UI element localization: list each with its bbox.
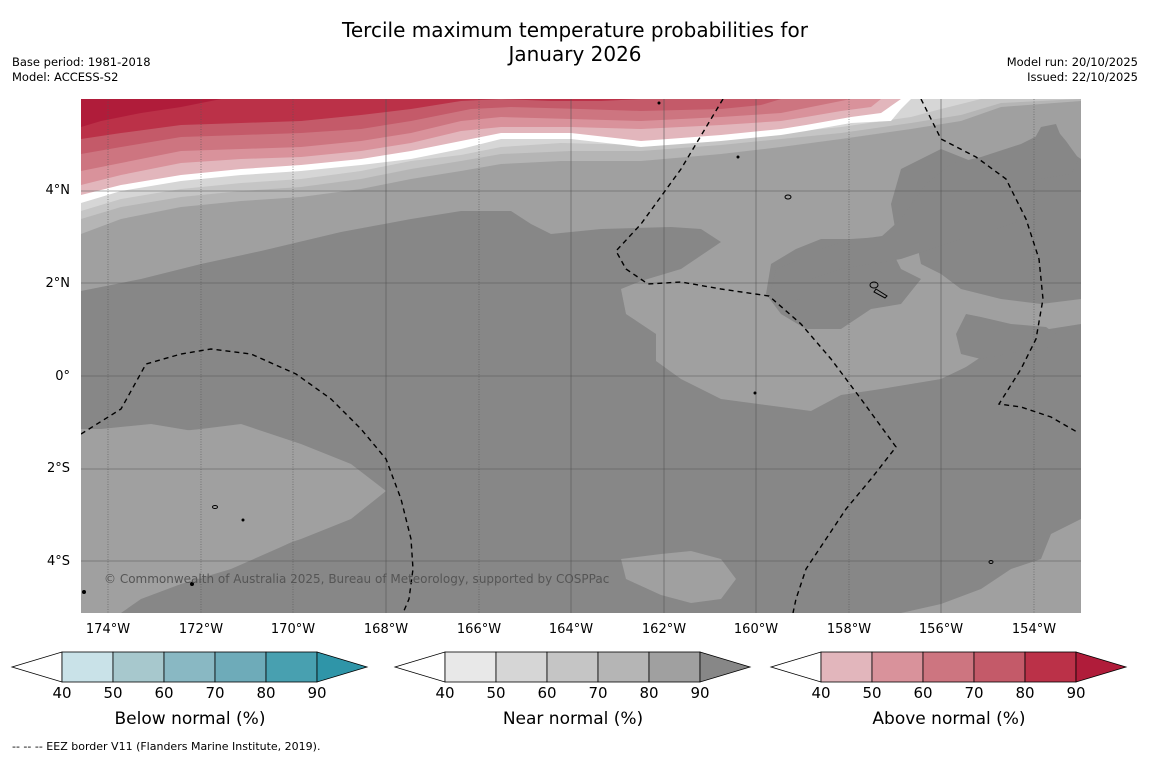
colorbar-tick-label: 90 xyxy=(690,684,710,702)
lon-label-154w: 154°W xyxy=(1011,622,1057,637)
colorbar-segment xyxy=(546,651,599,683)
lat-label-0: 0° xyxy=(55,369,70,384)
colorbar-above-normal xyxy=(769,651,1128,683)
colorbar-tick-label: 50 xyxy=(862,684,882,702)
colorbar-segment xyxy=(597,651,650,683)
colorbar-segment xyxy=(871,651,924,683)
colorbars xyxy=(10,651,1128,683)
colorbar-tick-label: 60 xyxy=(154,684,174,702)
eez-footer-note: -- -- -- EEZ border V11 (Flanders Marine… xyxy=(12,740,321,753)
colorbar-tick-label: 70 xyxy=(588,684,608,702)
lon-label-162w: 162°W xyxy=(641,622,687,637)
lon-label-164w: 164°W xyxy=(548,622,594,637)
colorbar-min-extend xyxy=(10,651,63,683)
colorbar-below-normal xyxy=(10,651,369,683)
colorbar-tick-label: 60 xyxy=(537,684,557,702)
near-normal-80-south xyxy=(621,551,736,603)
colorbar-tick-label: 70 xyxy=(205,684,225,702)
colorbar-min-extend xyxy=(393,651,446,683)
colorbar-tick-label: 50 xyxy=(103,684,123,702)
colorbar-segment xyxy=(112,651,165,683)
colorbar-segment xyxy=(61,651,114,683)
colorbar-segment xyxy=(163,651,216,683)
colorbar-tick-label: 80 xyxy=(1015,684,1035,702)
colorbar-segment xyxy=(495,651,548,683)
colorbar-segment xyxy=(1024,651,1077,683)
colorbar-max-extend xyxy=(699,651,752,683)
colorbar-max-extend xyxy=(1075,651,1128,683)
model-run: Model run: 20/10/2025 xyxy=(1006,55,1138,69)
colorbar-tick-label: 80 xyxy=(639,684,659,702)
title-line-2: January 2026 xyxy=(508,42,642,66)
meta-right: Model run: 20/10/2025 Issued: 22/10/2025 xyxy=(1007,55,1138,85)
colorbar-segment xyxy=(973,651,1026,683)
copyright-notice: © Commonwealth of Australia 2025, Bureau… xyxy=(104,572,610,586)
model-name: Model: ACCESS-S2 xyxy=(12,70,119,84)
lat-label-2n: 2°N xyxy=(45,276,71,291)
base-period: Base period: 1981-2018 xyxy=(12,55,151,69)
above-normal-90-band xyxy=(81,99,641,139)
lon-label-158w: 158°W xyxy=(826,622,872,637)
lon-label-160w: 160°W xyxy=(733,622,779,637)
colorbar-title-above: Above normal (%) xyxy=(872,709,1026,729)
lat-label-2s: 2°S xyxy=(46,461,70,476)
issued-date: Issued: 22/10/2025 xyxy=(1027,70,1138,84)
lon-label-156w: 156°W xyxy=(918,622,964,637)
colorbar-segment xyxy=(265,651,318,683)
colorbar-near-normal xyxy=(393,651,752,683)
lon-label-172w: 172°W xyxy=(178,622,224,637)
colorbar-tick-label: 80 xyxy=(256,684,276,702)
lat-label-4s: 4°S xyxy=(46,554,70,569)
lon-label-170w: 170°W xyxy=(270,622,316,637)
colorbar-tick-label: 40 xyxy=(811,684,831,702)
lat-label-4n: 4°N xyxy=(45,183,71,198)
colorbar-tick-label: 90 xyxy=(307,684,327,702)
colorbar-segment xyxy=(444,651,497,683)
colorbar-tick-label: 40 xyxy=(52,684,72,702)
colorbar-tick-label: 40 xyxy=(435,684,455,702)
colorbar-tick-label: 50 xyxy=(486,684,506,702)
title-line-1: Tercile maximum temperature probabilitie… xyxy=(342,18,808,42)
colorbar-min-extend xyxy=(769,651,822,683)
lon-label-174w: 174°W xyxy=(85,622,131,637)
lon-label-166w: 166°W xyxy=(456,622,502,637)
islands xyxy=(82,101,994,594)
colorbar-tick-label: 60 xyxy=(913,684,933,702)
colorbar-tick-label: 70 xyxy=(964,684,984,702)
colorbar-title-below: Below normal (%) xyxy=(114,709,266,729)
colorbar-segment xyxy=(648,651,701,683)
lon-label-168w: 168°W xyxy=(363,622,409,637)
map-title: Tercile maximum temperature probabilitie… xyxy=(0,18,1150,66)
colorbar-segment xyxy=(922,651,975,683)
colorbar-segment xyxy=(820,651,873,683)
eez-borders xyxy=(81,99,1078,613)
meta-left: Base period: 1981-2018 Model: ACCESS-S2 xyxy=(12,55,151,85)
near-normal-90-center xyxy=(81,211,1081,613)
colorbar-max-extend xyxy=(316,651,369,683)
probability-map xyxy=(81,99,1081,613)
colorbar-title-near: Near normal (%) xyxy=(502,709,644,729)
colorbar-tick-label: 90 xyxy=(1066,684,1086,702)
near-normal-90-east xyxy=(771,129,1079,304)
above-normal-max-band xyxy=(81,99,221,127)
gridlines xyxy=(81,99,1081,613)
colorbar-segment xyxy=(214,651,267,683)
